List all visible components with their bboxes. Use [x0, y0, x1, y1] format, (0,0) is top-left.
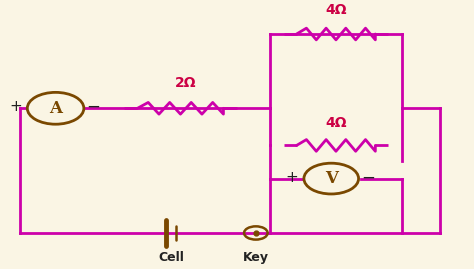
Circle shape: [304, 163, 358, 194]
Text: A: A: [49, 100, 62, 117]
Circle shape: [27, 92, 84, 124]
Text: −: −: [361, 168, 375, 186]
Text: 2Ω: 2Ω: [174, 76, 196, 90]
Text: Key: Key: [243, 251, 269, 264]
Text: +: +: [286, 170, 299, 185]
Text: 4Ω: 4Ω: [325, 116, 346, 130]
Text: V: V: [325, 170, 337, 187]
Text: 4Ω: 4Ω: [325, 3, 346, 17]
Text: Cell: Cell: [158, 251, 184, 264]
Text: −: −: [86, 98, 100, 116]
Text: +: +: [9, 100, 22, 115]
